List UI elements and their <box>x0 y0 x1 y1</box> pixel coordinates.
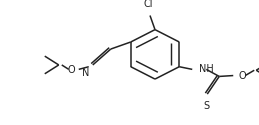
Text: N: N <box>82 68 90 78</box>
Text: Cl: Cl <box>143 0 153 9</box>
Text: NH: NH <box>199 64 214 74</box>
Text: S: S <box>203 101 209 111</box>
Text: O: O <box>238 70 246 81</box>
Text: O: O <box>67 65 75 75</box>
